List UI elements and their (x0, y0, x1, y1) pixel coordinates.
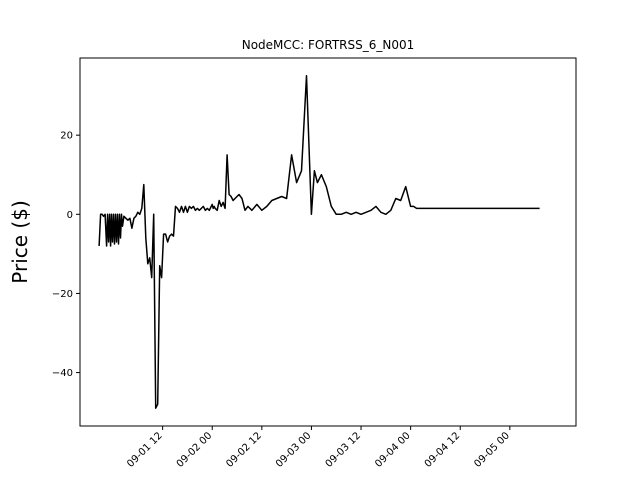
x-tick-label: 09-03 00 (274, 430, 314, 470)
x-tick-label: 09-02 00 (175, 430, 215, 470)
plot-area: −40 −20 0 20 09-01 12 09-02 00 09-02 12 09-03 0… (52, 75, 540, 470)
plot-frame (79, 57, 577, 427)
x-tick-label: 09-03 12 (324, 430, 364, 470)
y-tick-label: 20 (60, 131, 73, 142)
x-tick-label: 09-04 12 (423, 430, 463, 470)
y-tick-label: −40 (52, 368, 73, 379)
y-tick-label: −20 (52, 289, 73, 300)
x-tick-label: 09-02 12 (224, 430, 264, 470)
x-tick-label: 09-01 12 (125, 430, 165, 470)
x-tick-label: 09-04 00 (373, 430, 413, 470)
y-axis-label: Price ($) (8, 200, 32, 283)
y-tick-label: 0 (67, 210, 73, 221)
chart-title: NodeMCC: FORTRSS_6_N001 (242, 38, 415, 52)
x-tick-label: 09-05 00 (472, 430, 512, 470)
price-series-line (98, 75, 540, 409)
